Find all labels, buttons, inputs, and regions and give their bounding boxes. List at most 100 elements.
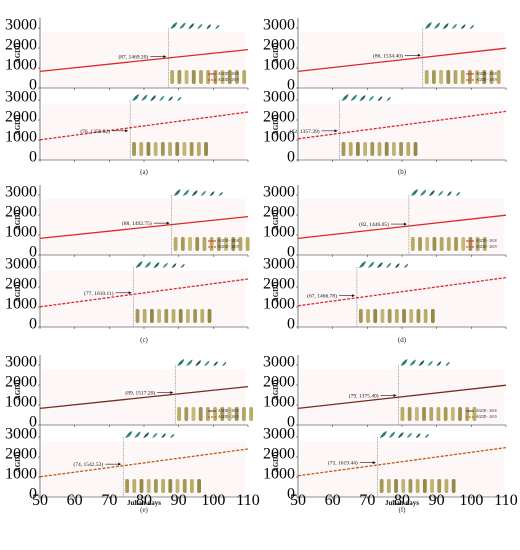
legend: AGDD - 2018 AGDD - 2019 bbox=[208, 409, 239, 419]
y-axis-label: AGDD bbox=[272, 210, 280, 231]
y-tick-label: 2000 bbox=[263, 37, 295, 54]
seed-image bbox=[380, 309, 385, 323]
leaf-image bbox=[419, 189, 427, 196]
seed-image bbox=[443, 407, 448, 421]
seed-image bbox=[358, 309, 363, 323]
seed-image bbox=[231, 237, 236, 251]
leaf-image bbox=[222, 361, 227, 366]
y-tick-label: 3000 bbox=[263, 89, 295, 106]
legend-label: AGDD - 2018 bbox=[476, 409, 497, 413]
annotation-label: (77, 1610.11) bbox=[84, 290, 114, 297]
panel-letter: (e) bbox=[140, 506, 148, 514]
seed-image bbox=[206, 407, 210, 421]
leaf-image bbox=[358, 261, 366, 268]
seed-image bbox=[207, 309, 212, 323]
seed-image bbox=[193, 309, 197, 323]
leaf-image bbox=[180, 263, 185, 268]
seed-image bbox=[373, 309, 378, 323]
y-tick-label: 0 bbox=[29, 414, 37, 431]
seed-image bbox=[191, 407, 196, 421]
leaf-image bbox=[446, 191, 452, 196]
legend: AGDD - 2018 AGDD - 2019 bbox=[208, 239, 239, 249]
y-axis-label: AGDD bbox=[14, 43, 22, 64]
series-line bbox=[297, 276, 507, 307]
annotation-arrowhead bbox=[403, 222, 407, 226]
leaf-image bbox=[455, 191, 461, 196]
series-line bbox=[39, 111, 249, 141]
leaf-image bbox=[209, 191, 215, 196]
leaf-image bbox=[213, 361, 218, 366]
seed-image bbox=[132, 479, 137, 493]
leaf-image bbox=[144, 261, 152, 268]
series-line bbox=[39, 215, 249, 240]
chart-panel: 0 1000 2000 3000 50 60 70 80 90 100 110 AGDD (73, 16… bbox=[263, 426, 518, 515]
leaf-image bbox=[469, 24, 474, 29]
legend-label: AGDD - 2019 bbox=[218, 78, 239, 82]
annotation-label: (86, 1534.40) bbox=[373, 52, 403, 59]
y-tick-label: 2000 bbox=[5, 446, 37, 463]
x-tick-label: 80 bbox=[394, 492, 410, 509]
leaf-image bbox=[406, 432, 413, 438]
leaf-image bbox=[377, 96, 383, 101]
y-tick-label: 2000 bbox=[263, 109, 295, 126]
leaf-image bbox=[171, 263, 177, 268]
seed-image bbox=[220, 407, 225, 421]
leaf-image bbox=[153, 262, 160, 268]
y-tick-label: 2000 bbox=[263, 374, 295, 391]
leaf-image bbox=[460, 24, 466, 29]
annotation-label: (87, 1469.20) bbox=[118, 54, 148, 61]
y-tick-label: 0 bbox=[287, 244, 295, 261]
series-line bbox=[297, 384, 507, 410]
leaf-image bbox=[451, 23, 458, 29]
series-line bbox=[297, 214, 507, 240]
y-axis-label: AGDD bbox=[272, 115, 280, 136]
seed-image bbox=[384, 142, 389, 156]
annotation-label: (67, 1466.78) bbox=[307, 293, 337, 300]
leaf-image bbox=[206, 24, 212, 29]
legend-label: AGDD - 2018 bbox=[218, 72, 239, 76]
panel-letter: (c) bbox=[140, 336, 148, 344]
x-tick-label: 50 bbox=[32, 492, 48, 509]
chart-panel: 0 1000 2000 3000 AGDD (62, 1357.39) (b) bbox=[263, 89, 507, 176]
seed-image bbox=[132, 142, 136, 156]
seed-image bbox=[424, 70, 429, 84]
seed-image bbox=[394, 309, 399, 323]
seed-image bbox=[430, 479, 434, 493]
legend-label: AGDD - 2018 bbox=[218, 409, 239, 413]
legend: AGDD - 2018 AGDD - 2019 bbox=[466, 72, 497, 82]
leaf-image bbox=[350, 94, 358, 101]
chart-panel: 0 1000 2000 3000 AGDD (77, 1610.11) (c) bbox=[5, 256, 249, 344]
seed-image bbox=[157, 309, 161, 323]
y-tick-label: 0 bbox=[29, 486, 37, 503]
annotation-label: (82, 1446.05) bbox=[359, 221, 389, 228]
y-axis-label: AGDD bbox=[14, 210, 22, 231]
y-tick-label: 1000 bbox=[263, 129, 295, 146]
y-axis-label: AGDD bbox=[272, 43, 280, 64]
leaf-image bbox=[436, 361, 442, 366]
seed-image bbox=[414, 407, 419, 421]
seed-image bbox=[200, 309, 205, 323]
seed-image bbox=[245, 237, 250, 251]
seed-image bbox=[437, 479, 442, 493]
leaf-image bbox=[195, 360, 202, 366]
annotation-arrowhead bbox=[351, 294, 355, 298]
leaf-image bbox=[186, 359, 193, 366]
x-tick-label: 50 bbox=[290, 492, 306, 509]
seed-image bbox=[146, 479, 151, 493]
annotation-arrowhead bbox=[372, 461, 376, 465]
y-tick-label: 3000 bbox=[5, 354, 37, 371]
y-tick-label: 1000 bbox=[5, 224, 37, 241]
seed-image bbox=[198, 407, 203, 421]
leaf-image bbox=[143, 432, 150, 438]
leaf-image bbox=[170, 22, 178, 29]
plot-background bbox=[42, 441, 246, 497]
leaf-image bbox=[159, 95, 165, 101]
seed-image bbox=[461, 237, 466, 251]
annotation-arrowhead bbox=[125, 129, 129, 133]
seed-image bbox=[170, 70, 175, 84]
plot-background bbox=[300, 271, 504, 327]
seed-image bbox=[180, 237, 185, 251]
leaf-image bbox=[132, 94, 140, 101]
legend-label: AGDD - 2018 bbox=[476, 72, 497, 76]
leaf-image bbox=[359, 95, 366, 101]
